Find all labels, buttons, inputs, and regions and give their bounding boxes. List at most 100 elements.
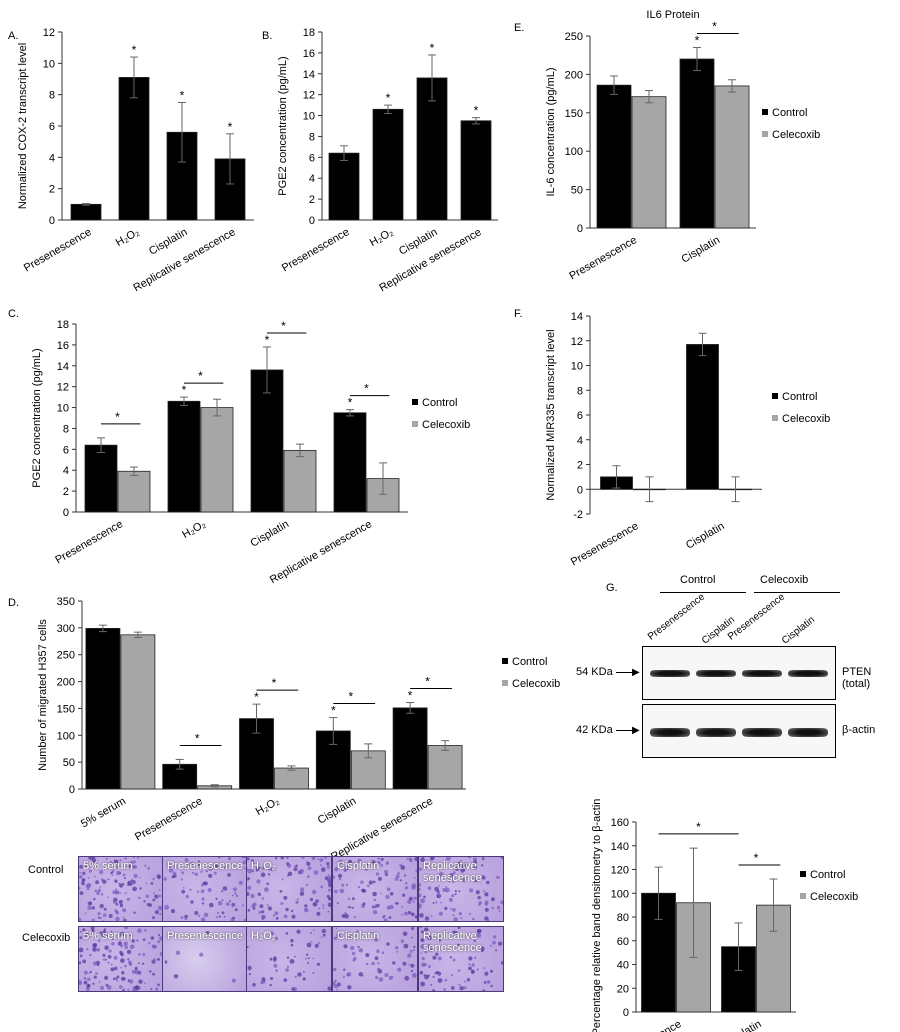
chart-b-y-tick-label: 16: [303, 48, 315, 60]
chart-f-y-tick-label: 2: [577, 460, 583, 472]
chart-g-legend-label: Control: [810, 869, 845, 881]
migration-photo-texture: [79, 927, 163, 991]
migration-photo-texture: [79, 857, 163, 921]
chart-g-y-tick-label: 160: [611, 817, 629, 829]
chart-g-y-tick-label: 120: [611, 865, 629, 877]
migration-photo-texture: [333, 857, 417, 921]
chart-e-y-tick-label: 150: [565, 108, 583, 120]
chart-a-y-tick-label: 10: [43, 58, 55, 70]
blot-band: [788, 670, 828, 677]
migration-photo-tile: Cisplatin: [332, 926, 418, 992]
chart-b-y-axis-label: PGE2 concentration (pg/mL): [277, 56, 289, 195]
chart-d-y-axis-label: Number of migrated H357 cells: [37, 619, 49, 771]
chart-d-bar: [120, 634, 156, 790]
chart-b-y-tick-label: 18: [303, 27, 315, 39]
chart-g-y-tick-label: 140: [611, 841, 629, 853]
chart-c-sig-star: *: [265, 333, 270, 347]
chart-b-category-label: Presenescence: [280, 226, 352, 274]
migration-photo-tile: 5% serum: [78, 856, 164, 922]
blot-lane-label: Presenescence: [646, 591, 708, 643]
chart-d-category-label: H₂O₂: [254, 795, 282, 818]
chart-b-sig-star: *: [386, 91, 391, 105]
chart-e-bar: [596, 84, 632, 229]
chart-c-y-tick-label: 2: [63, 486, 69, 498]
chart-f-bar: [686, 344, 719, 490]
chart-d-bar: [274, 767, 309, 790]
chart-g-category-label: Cisplatin: [721, 1018, 764, 1032]
chart-g-y-tick-label: 0: [623, 1007, 629, 1019]
blot-band: [742, 728, 782, 737]
panel-letter-g: G.: [606, 582, 618, 594]
chart-f-y-tick-label: 12: [571, 336, 583, 348]
chart-c-legend-swatch: [412, 421, 418, 427]
blot-arrow-42-head: ▶: [632, 725, 640, 736]
chart-b-y-tick-label: 10: [303, 111, 315, 123]
chart-d-sig-star: *: [331, 704, 336, 718]
chart-a-sig-star: *: [132, 43, 137, 57]
chart-g-span-bracket-star: *: [696, 820, 701, 834]
chart-a-category-label: Presenescence: [22, 226, 94, 274]
migration-photo-texture: [247, 928, 331, 991]
chart-d-sig-star: *: [408, 689, 413, 703]
chart-d-y-tick-label: 300: [57, 623, 75, 635]
blot-group-celecoxib: Celecoxib: [760, 574, 809, 586]
chart-c-y-tick-label: 6: [63, 444, 69, 456]
panel-letter-e: E.: [514, 22, 525, 34]
blot-group-control-line: [660, 592, 746, 593]
chart-g-y-tick-label: 60: [617, 936, 629, 948]
chart-d-y-tick-label: 50: [63, 757, 75, 769]
chart-f-y-tick-label: 10: [571, 361, 583, 373]
chart-b-sig-star: *: [430, 41, 435, 55]
photo-row-label-control: Control: [28, 864, 64, 876]
chart-e-legend-label: Celecoxib: [772, 129, 820, 141]
chart-a-y-axis-label: Normalized COX-2 transcript level: [17, 43, 29, 209]
blot-band: [650, 670, 690, 677]
chart-g-y-tick-label: 40: [617, 960, 629, 972]
chart-a-y-tick-label: 4: [49, 152, 55, 164]
chart-g-y-tick-label: 80: [617, 912, 629, 924]
chart-c-sig-bracket-star: *: [364, 382, 369, 396]
chart-f-legend-swatch: [772, 415, 778, 421]
chart-d-category-label: Cisplatin: [316, 795, 359, 826]
chart-c-sig-bracket-star: *: [115, 410, 120, 424]
blot-group-celecoxib-line: [754, 592, 840, 593]
blot-size-42: 42 KDa: [576, 724, 613, 736]
chart-e-y-tick-label: 50: [571, 185, 583, 197]
chart-g-legend-swatch: [800, 871, 806, 877]
chart-b-bar: [460, 120, 492, 221]
chart-e-title: IL6 Protein: [646, 9, 699, 21]
migration-photo-label: Presenescence: [167, 860, 243, 872]
chart-c-y-tick-label: 16: [57, 340, 69, 352]
chart-g-y-tick-label: 20: [617, 983, 629, 995]
chart-g-bar: [756, 904, 791, 1013]
chart-g-y-axis-label: Percentage relative band densitometry to…: [591, 799, 603, 1032]
chart-e-legend-swatch: [762, 131, 768, 137]
chart-e-sig-bracket-star: *: [712, 20, 717, 34]
chart-c-category-label: Presenescence: [53, 518, 125, 566]
chart-f-y-tick-label: 8: [577, 385, 583, 397]
chart-e-y-tick-label: 200: [565, 69, 583, 81]
chart-b-y-tick-label: 8: [309, 131, 315, 143]
blot-arrow-54-head: ▶: [632, 667, 640, 678]
chart-c-sig-bracket-star: *: [198, 369, 203, 383]
chart-a-y-tick-label: 6: [49, 121, 55, 133]
chart-f-y-tick-label: 0: [577, 484, 583, 496]
blot-group-control: Control: [680, 574, 716, 586]
chart-b-bar: [416, 77, 448, 221]
chart-b-y-tick-label: 0: [309, 215, 315, 227]
chart-d-y-tick-label: 150: [57, 703, 75, 715]
migration-photo-label: Replicative senescence: [423, 930, 482, 954]
chart-c-y-tick-label: 10: [57, 403, 69, 415]
blot-arrow-54: [616, 672, 638, 673]
migration-photo-texture: [419, 857, 503, 921]
chart-d-sig-bracket-star: *: [272, 676, 277, 690]
chart-e-legend-swatch: [762, 109, 768, 115]
chart-b-y-tick-label: 2: [309, 194, 315, 206]
migration-photo-texture: [419, 927, 503, 991]
chart-g-category-label: Presenescence: [612, 1018, 684, 1032]
chart-d-y-tick-label: 200: [57, 677, 75, 689]
chart-a-bar: [70, 203, 102, 221]
migration-photo-label: 5% serum: [83, 930, 133, 942]
blot-band: [696, 728, 736, 737]
chart-c-category-label: Cisplatin: [248, 518, 291, 549]
